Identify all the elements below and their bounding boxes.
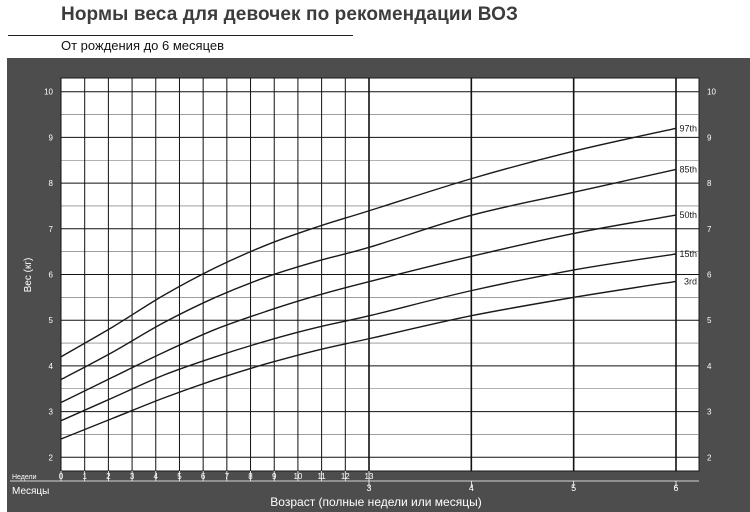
y-tick-label-left: 5 [49, 316, 54, 325]
y-tick-label-right: 8 [707, 179, 712, 188]
page-subtitle: От рождения до 6 месяцев [61, 38, 225, 53]
title-divider [8, 35, 353, 36]
month-tick-label: 4 [469, 483, 474, 493]
week-tick-label: 2 [106, 472, 111, 481]
week-tick-label: 9 [272, 472, 277, 481]
week-tick-label: 1 [82, 472, 87, 481]
percentile-line-50th [60, 214, 677, 404]
week-tick-label: 7 [225, 472, 230, 481]
y-tick-label-left: 10 [44, 88, 53, 97]
y-tick-label-right: 2 [707, 453, 712, 462]
x-axis-label: Возраст (полные недели или месяцы) [270, 495, 481, 509]
percentile-curves [60, 127, 677, 440]
month-tick-label: 5 [571, 483, 576, 493]
y-tick-label-left: 9 [49, 133, 54, 142]
y-tick-label-right: 4 [707, 362, 712, 371]
y-axis-label: Вес (кг) [23, 258, 34, 293]
y-tick-label-right: 3 [707, 408, 712, 417]
y-tick-label-right: 10 [707, 88, 716, 97]
week-tick-label: 0 [59, 472, 64, 481]
week-tick-label: 5 [177, 472, 182, 481]
y-tick-label-left: 3 [49, 408, 54, 417]
month-tick-label: 6 [673, 483, 678, 493]
week-tick-label: 10 [293, 472, 302, 481]
y-tick-label-right: 9 [707, 133, 712, 142]
percentile-line-15th [60, 253, 677, 422]
series-label-50th: 50th [679, 210, 697, 220]
y-tick-label-left: 6 [49, 271, 54, 280]
y-tick-label-right: 6 [707, 271, 712, 280]
month-tick-label: 3 [366, 483, 371, 493]
weeks-row-label: Недели [12, 474, 37, 481]
grid [10, 78, 699, 488]
week-tick-label: 13 [365, 472, 374, 481]
y-tick-label-left: 8 [49, 179, 54, 188]
series-label-85th: 85th [679, 164, 697, 174]
axis-labels: 0 1 2 3 4 5 6 7 8 9 10 11 12 133 4 5 62 23 34 45 56 67 78 89 910… [12, 88, 716, 509]
percentile-line-97th [60, 127, 677, 358]
percentile-line-85th [60, 168, 677, 381]
series-label-15th: 15th [679, 249, 697, 259]
percentile-line-3rd [60, 280, 677, 440]
y-tick-label-right: 7 [707, 225, 712, 234]
y-tick-label-left: 4 [49, 362, 54, 371]
page-title: Нормы веса для девочек по рекомендации В… [61, 4, 519, 25]
week-tick-label: 4 [154, 472, 159, 481]
week-tick-label: 11 [317, 472, 326, 481]
week-tick-label: 6 [201, 472, 206, 481]
y-tick-label-right: 5 [707, 316, 712, 325]
week-tick-label: 8 [248, 472, 253, 481]
week-tick-label: 12 [341, 472, 350, 481]
months-row-label: Месяцы [12, 486, 49, 497]
y-tick-label-left: 2 [49, 453, 54, 462]
series-label-97th: 97th [679, 123, 697, 133]
y-tick-label-left: 7 [49, 225, 54, 234]
series-label-3rd: 3rd [684, 276, 697, 286]
week-tick-label: 3 [130, 472, 135, 481]
